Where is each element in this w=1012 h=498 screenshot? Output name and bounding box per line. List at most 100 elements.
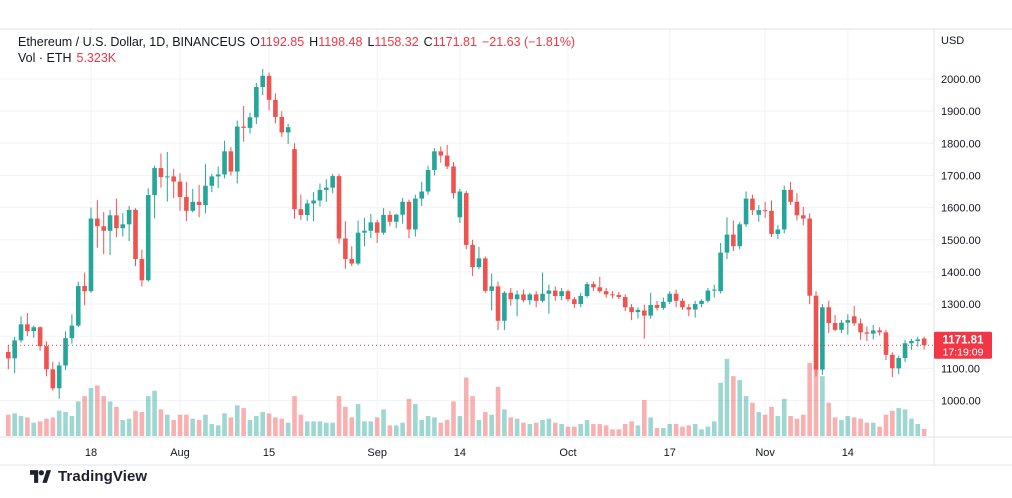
candle-body bbox=[349, 259, 355, 264]
close-label: C bbox=[423, 35, 433, 49]
volume-bar bbox=[298, 414, 304, 436]
candle-body bbox=[114, 215, 119, 229]
volume-bar bbox=[565, 426, 571, 436]
axis-borders bbox=[0, 28, 1012, 466]
volume-bar bbox=[69, 416, 75, 436]
candle-body bbox=[254, 87, 259, 118]
candle-body bbox=[406, 201, 412, 230]
volume-bar bbox=[266, 413, 272, 436]
volume-bar bbox=[762, 414, 768, 436]
candle-body bbox=[298, 209, 304, 215]
volume-bar bbox=[107, 401, 113, 436]
candle-body bbox=[616, 295, 622, 297]
volume-bar bbox=[718, 382, 723, 436]
volume-bar bbox=[851, 417, 857, 436]
volume-bar bbox=[75, 401, 81, 436]
volume-bar bbox=[591, 424, 596, 436]
volume-bar bbox=[877, 426, 882, 436]
candle-body bbox=[731, 234, 736, 247]
candle-body bbox=[788, 189, 793, 202]
candle-body bbox=[743, 198, 749, 225]
volume-bar bbox=[622, 424, 628, 436]
volume-bar bbox=[126, 418, 132, 436]
volume-bar bbox=[317, 421, 323, 436]
volume-bar bbox=[254, 416, 259, 436]
candle-body bbox=[737, 224, 742, 247]
candle-body bbox=[858, 323, 863, 333]
volume-bar bbox=[152, 390, 157, 436]
time-tick-label: Nov bbox=[755, 447, 775, 459]
volume-bar bbox=[101, 396, 106, 436]
candle-body bbox=[699, 300, 704, 305]
candle-body bbox=[88, 218, 94, 292]
candle-body bbox=[915, 339, 921, 342]
candle-body bbox=[18, 324, 24, 341]
candle-body bbox=[247, 117, 253, 128]
candle-body bbox=[820, 307, 825, 370]
candle-body bbox=[724, 234, 730, 253]
candle-body bbox=[362, 230, 367, 233]
symbol-title[interactable]: Ethereum / U.S. Dollar, 1D, BINANCEUS bbox=[18, 35, 246, 49]
volume-bar bbox=[483, 412, 488, 436]
volume-bar bbox=[438, 422, 444, 436]
candle-body bbox=[896, 358, 901, 369]
time-tick-label: Oct bbox=[559, 447, 576, 459]
candle-body bbox=[584, 284, 590, 297]
volume-bar bbox=[31, 422, 37, 436]
volume-label[interactable]: Vol · ETH bbox=[18, 51, 72, 65]
volume-bar bbox=[527, 424, 533, 436]
time-tick-label: 14 bbox=[454, 447, 466, 459]
volume-legend-row: Vol · ETH 5.323K bbox=[18, 50, 580, 66]
candle-body bbox=[273, 99, 278, 117]
candle-body bbox=[381, 214, 386, 233]
volume-bar bbox=[839, 420, 844, 436]
candle-body bbox=[591, 284, 596, 288]
volume-bar bbox=[50, 417, 56, 436]
candle-body bbox=[177, 181, 183, 197]
volume-bar bbox=[673, 424, 679, 436]
candle-body bbox=[603, 291, 609, 295]
price-tick-label: 1900.00 bbox=[941, 106, 981, 118]
volume-bar bbox=[304, 421, 310, 436]
candle-body bbox=[711, 289, 717, 291]
candle-body bbox=[285, 127, 291, 133]
time-tick-label: 18 bbox=[85, 447, 97, 459]
volume-bar bbox=[184, 414, 189, 436]
volume-bar bbox=[845, 416, 851, 436]
candle-body bbox=[622, 296, 628, 308]
volume-bar bbox=[603, 425, 609, 436]
candle-body bbox=[851, 316, 857, 324]
volume-bar bbox=[6, 414, 11, 436]
chart-legend[interactable]: Ethereum / U.S. Dollar, 1D, BINANCEUS O11… bbox=[18, 34, 580, 66]
candle-body bbox=[807, 218, 812, 296]
time-tick-label: Sep bbox=[367, 447, 387, 459]
tradingview-logo[interactable]: TradingView bbox=[30, 468, 147, 485]
candle-body bbox=[413, 198, 418, 230]
volume-bar bbox=[521, 422, 526, 436]
candle-body bbox=[158, 168, 164, 178]
candle-body bbox=[69, 325, 75, 339]
volume-bar bbox=[750, 402, 755, 436]
volume-bar bbox=[44, 418, 49, 436]
volume-bar bbox=[883, 414, 889, 436]
candle-body bbox=[222, 151, 227, 175]
candle-body bbox=[25, 324, 30, 332]
volume-bar bbox=[381, 409, 386, 436]
candle-body bbox=[374, 222, 380, 233]
time-tick-label: Aug bbox=[170, 447, 190, 459]
volume-bar bbox=[902, 409, 908, 436]
price-tick-label: 1600.00 bbox=[941, 203, 981, 215]
candle-body bbox=[527, 294, 533, 301]
candle-body bbox=[444, 155, 450, 167]
candle-body bbox=[120, 224, 126, 229]
volume-bar bbox=[769, 406, 774, 436]
volume-bar bbox=[737, 380, 742, 436]
candle-body bbox=[909, 341, 914, 344]
candle-body bbox=[355, 232, 361, 264]
volume-bar bbox=[145, 396, 151, 436]
time-scale[interactable]: 18 Aug 15 Sep 14 Oct 17 Nov 14 bbox=[85, 447, 854, 459]
volume-bar bbox=[629, 421, 634, 436]
candle-body bbox=[476, 258, 482, 268]
